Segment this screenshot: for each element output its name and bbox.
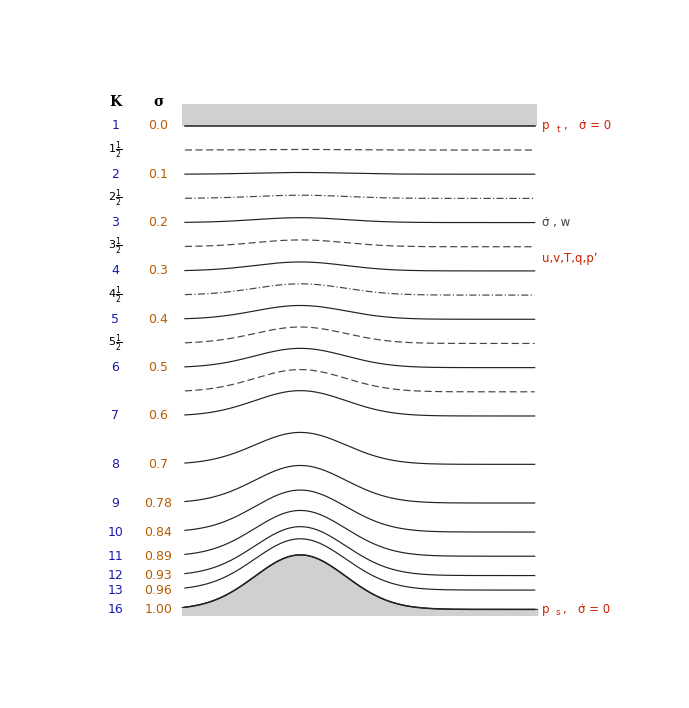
Text: ,   σ̇ = 0: , σ̇ = 0: [564, 120, 611, 132]
Text: p: p: [542, 603, 549, 616]
Text: 10: 10: [107, 525, 123, 539]
Text: 0.4: 0.4: [148, 313, 168, 326]
Text: 1: 1: [112, 120, 119, 132]
Text: K: K: [110, 96, 122, 110]
Text: 6: 6: [112, 361, 119, 374]
Text: 4: 4: [112, 264, 119, 278]
FancyBboxPatch shape: [182, 104, 537, 126]
Text: s: s: [555, 608, 560, 617]
Text: 0.84: 0.84: [144, 525, 172, 539]
Text: 11: 11: [107, 549, 123, 563]
Text: 0.6: 0.6: [148, 409, 168, 423]
Text: 4$\frac{1}{2}$: 4$\frac{1}{2}$: [108, 285, 123, 306]
Text: σ̇ , w: σ̇ , w: [542, 216, 570, 229]
Text: 12: 12: [107, 569, 123, 582]
Text: 0.0: 0.0: [148, 120, 168, 132]
Text: 5$\frac{1}{2}$: 5$\frac{1}{2}$: [108, 333, 123, 354]
Text: 13: 13: [107, 583, 123, 597]
Text: 1$\frac{1}{2}$: 1$\frac{1}{2}$: [108, 139, 123, 161]
Text: t: t: [557, 125, 560, 134]
Text: 9: 9: [112, 496, 119, 510]
Text: 0.3: 0.3: [148, 264, 168, 278]
Text: 0.78: 0.78: [144, 496, 172, 510]
Text: 0.96: 0.96: [144, 583, 172, 597]
Text: 1.00: 1.00: [144, 603, 172, 616]
Text: 2: 2: [112, 168, 119, 181]
Text: 0.93: 0.93: [144, 569, 172, 582]
Text: σ: σ: [153, 96, 163, 110]
Text: 8: 8: [112, 458, 119, 471]
Text: 3: 3: [112, 216, 119, 229]
Text: 0.1: 0.1: [148, 168, 168, 181]
Text: 0.2: 0.2: [148, 216, 168, 229]
Text: 5: 5: [112, 313, 119, 326]
Text: u,v,T,q,p’: u,v,T,q,p’: [542, 252, 597, 266]
Text: 0.7: 0.7: [148, 458, 168, 471]
Text: 7: 7: [112, 409, 119, 423]
Text: 3$\frac{1}{2}$: 3$\frac{1}{2}$: [108, 236, 123, 258]
Text: 2$\frac{1}{2}$: 2$\frac{1}{2}$: [108, 188, 123, 209]
Text: 16: 16: [107, 603, 123, 616]
Text: ,   σ̇ = 0: , σ̇ = 0: [563, 603, 610, 616]
Text: p: p: [542, 120, 549, 132]
Text: 0.5: 0.5: [148, 361, 168, 374]
Text: 0.89: 0.89: [144, 549, 172, 563]
